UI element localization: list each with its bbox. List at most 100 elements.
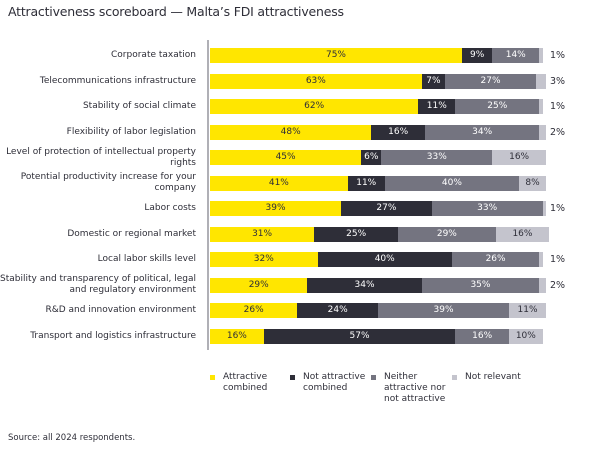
data-label: 62% [304, 101, 325, 111]
bar-segment [539, 48, 543, 63]
data-label: 3% [550, 75, 566, 87]
data-label: 1% [550, 50, 566, 61]
bar-segment: 16% [210, 328, 264, 344]
bar-segment: 11% [509, 303, 546, 318]
data-label: 14% [505, 50, 526, 60]
data-label: 16% [509, 152, 530, 162]
data-label: 16% [226, 330, 247, 341]
bar-segment: 14% [492, 48, 540, 63]
category-label: Stability of social climate [82, 101, 196, 111]
bar-segment: 39% [210, 201, 342, 216]
data-label: 32% [253, 254, 274, 264]
data-label: 11% [426, 101, 447, 111]
legend-swatch [452, 375, 457, 380]
bar-segment: 11% [347, 175, 385, 191]
bar-segment [539, 252, 543, 267]
data-label: 16% [472, 330, 493, 341]
data-label: 1% [550, 101, 566, 112]
bar-segment: 45% [210, 150, 362, 165]
legend-label: Not attractive combined [303, 372, 366, 393]
data-label: 26% [243, 305, 264, 315]
data-label: 25% [487, 101, 508, 111]
data-label: 63% [305, 75, 326, 86]
data-label: 16% [512, 228, 533, 239]
bar-segment: 16% [492, 150, 546, 165]
data-label: 1% [550, 254, 566, 265]
legend-swatch [210, 375, 215, 380]
data-label: 1% [550, 203, 566, 214]
data-label: 25% [346, 228, 367, 239]
legend-label: Attractive combined [223, 372, 268, 393]
bar-segment [539, 277, 546, 293]
data-label: 45% [275, 152, 296, 162]
data-label: 11% [517, 305, 538, 315]
bar-segment: 31% [210, 226, 315, 242]
category-label: R&D and innovation environment [45, 305, 196, 315]
data-label: 8% [525, 177, 540, 188]
bar-segment: 10% [509, 328, 543, 344]
category-label: Telecommunications infrastructure [39, 75, 196, 86]
data-label: 40% [374, 254, 395, 264]
bar-segment: 40% [384, 175, 520, 191]
data-label: 7% [426, 75, 441, 86]
category-label: Domestic or regional market [67, 228, 196, 239]
bar-segment: 63% [210, 73, 422, 89]
data-label: 34% [354, 279, 375, 290]
category-label: Labor costs [144, 203, 196, 213]
legend-label: Neither attractive nor not attractive [384, 372, 446, 404]
bar-segment: 27% [445, 73, 536, 89]
bar-segment: 29% [210, 277, 308, 293]
bar-segment: 26% [451, 252, 540, 267]
data-label: 2% [550, 126, 566, 138]
category-label: Flexibility of labor legislation [66, 126, 196, 137]
legend-swatch [290, 375, 295, 380]
bar-segment: 9% [462, 48, 493, 63]
bar-segment: 26% [210, 303, 298, 318]
bar-segment: 25% [455, 99, 540, 114]
data-label: 29% [436, 228, 457, 239]
bar-segment: 27% [341, 201, 432, 216]
bar-segment: 40% [317, 252, 452, 267]
bar-segment: 25% [314, 226, 399, 242]
data-label: 39% [433, 305, 454, 315]
bar-segment [542, 201, 546, 216]
category-label: Level of protection of intellectual prop… [6, 146, 196, 168]
data-label: 40% [441, 177, 462, 188]
data-label: 41% [268, 177, 289, 188]
bar-segment: 7% [421, 73, 446, 89]
data-label: 26% [485, 254, 506, 264]
data-label: 10% [515, 330, 536, 341]
data-label: 27% [376, 203, 397, 213]
bar-segment: 29% [398, 226, 496, 242]
data-label: 6% [364, 152, 379, 162]
bar-segment: 57% [263, 328, 456, 344]
bar-segment: 24% [297, 303, 378, 318]
bar-segment [539, 124, 546, 140]
data-label: 48% [280, 126, 301, 137]
bar-segment: 32% [210, 252, 318, 267]
data-label: 11% [356, 177, 377, 188]
bar-segment: 35% [421, 277, 540, 293]
data-label: 34% [472, 126, 493, 137]
bar-segment: 6% [361, 150, 382, 165]
bar-segment: 48% [210, 124, 372, 140]
data-label: 39% [265, 203, 286, 213]
bar-segment: 11% [418, 99, 456, 114]
data-label: 57% [349, 330, 370, 341]
bar-segment: 16% [455, 328, 510, 344]
bar-segment: 16% [371, 124, 426, 140]
bar-segment [535, 73, 546, 89]
data-label: 27% [480, 75, 501, 86]
category-label: Local labor skills level [97, 254, 196, 264]
bar-segment: 34% [425, 124, 540, 140]
bar-segment: 39% [378, 303, 510, 318]
data-label: 2% [550, 279, 566, 291]
category-label: Potential productivity increase for your… [20, 172, 196, 193]
data-label: 35% [470, 279, 491, 290]
data-label: 29% [248, 279, 269, 290]
bar-segment: 33% [431, 201, 543, 216]
bar-segment [539, 99, 543, 114]
legend-swatch [371, 375, 376, 380]
source-note: Source: all 2024 respondents. [8, 433, 136, 443]
data-label: 16% [388, 126, 409, 137]
